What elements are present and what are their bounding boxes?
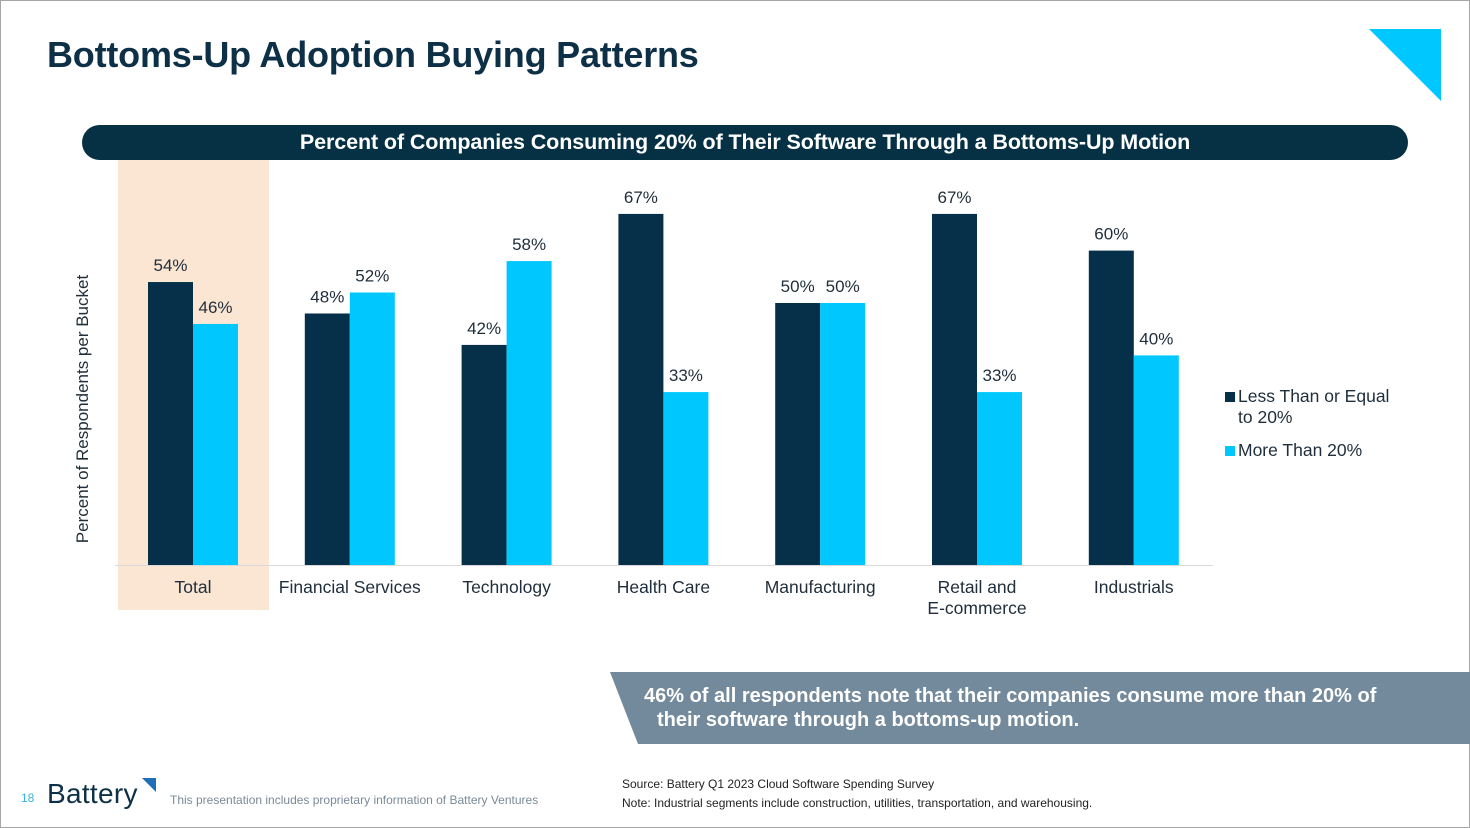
bar-le20 <box>775 303 821 565</box>
source-notes: Source: Battery Q1 2023 Cloud Software S… <box>622 775 1092 813</box>
bar-le20 <box>461 344 507 565</box>
data-label: 60% <box>1094 225 1128 244</box>
note-text: Note: Industrial segments include constr… <box>622 796 1093 810</box>
data-label: 58% <box>512 235 546 254</box>
bar-gt20 <box>663 392 709 565</box>
page-number: 18 <box>21 791 35 805</box>
triangle-corner-icon <box>1369 29 1441 101</box>
data-label: 50% <box>781 277 815 296</box>
category-label: E-commerce <box>927 598 1026 618</box>
callout-line-2: their software through a bottoms-up moti… <box>657 709 1080 731</box>
legend-swatch-gt20 <box>1225 446 1235 456</box>
bar-le20 <box>148 282 193 565</box>
bar-le20 <box>932 213 977 566</box>
data-label: 67% <box>937 188 971 207</box>
data-label: 48% <box>310 287 344 306</box>
legend-swatch-le20 <box>1225 392 1235 402</box>
callout-text: 46% of all respondents note that their c… <box>644 684 1454 732</box>
bar-le20 <box>304 313 350 565</box>
data-label: 52% <box>355 267 389 286</box>
legend-item-le20: Less Than or Equal to 20% <box>1225 386 1408 428</box>
legend-label-le20: Less Than or Equal to 20% <box>1238 386 1390 427</box>
bar-le20 <box>1088 250 1134 565</box>
battery-logo: Battery <box>47 778 138 809</box>
bar-le20 <box>618 213 664 566</box>
category-label: Financial Services <box>279 577 421 597</box>
data-label: 33% <box>982 366 1016 385</box>
category-label: Manufacturing <box>765 577 876 597</box>
key-takeaway-callout: 46% of all respondents note that their c… <box>610 672 1470 744</box>
bar-gt20 <box>820 303 866 565</box>
legend-item-gt20: More Than 20% <box>1225 440 1408 461</box>
bar-gt20 <box>349 292 395 565</box>
callout-background <box>610 672 1470 744</box>
bar-gt20 <box>506 261 552 565</box>
category-label: Health Care <box>617 577 710 597</box>
callout-line-1: 46% of all respondents note that their c… <box>644 685 1377 707</box>
bar-gt20 <box>193 323 238 565</box>
slide-title: Bottoms-Up Adoption Buying Patterns <box>47 34 699 75</box>
category-label: Industrials <box>1094 577 1174 597</box>
bar-gt20 <box>977 392 1022 565</box>
source-text: Source: Battery Q1 2023 Cloud Software S… <box>622 777 935 791</box>
category-label: Total <box>175 577 212 597</box>
chart-title-banner: Percent of Companies Consuming 20% of Th… <box>82 125 1408 160</box>
data-label: 42% <box>467 319 501 338</box>
proprietary-notice: This presentation includes proprietary i… <box>170 793 539 807</box>
triangle-logo-icon <box>142 778 156 792</box>
category-label: Technology <box>462 577 551 597</box>
data-label: 33% <box>669 366 703 385</box>
data-label: 54% <box>153 256 187 275</box>
category-label: Retail and <box>938 577 1017 597</box>
data-label: 50% <box>826 277 860 296</box>
data-label: 40% <box>1139 329 1173 348</box>
data-label: 46% <box>198 298 232 317</box>
legend-label-gt20: More Than 20% <box>1238 440 1363 460</box>
data-label: 67% <box>624 188 658 207</box>
chart-legend: Less Than or Equal to 20% More Than 20% <box>1225 386 1408 473</box>
bar-gt20 <box>1133 355 1179 565</box>
